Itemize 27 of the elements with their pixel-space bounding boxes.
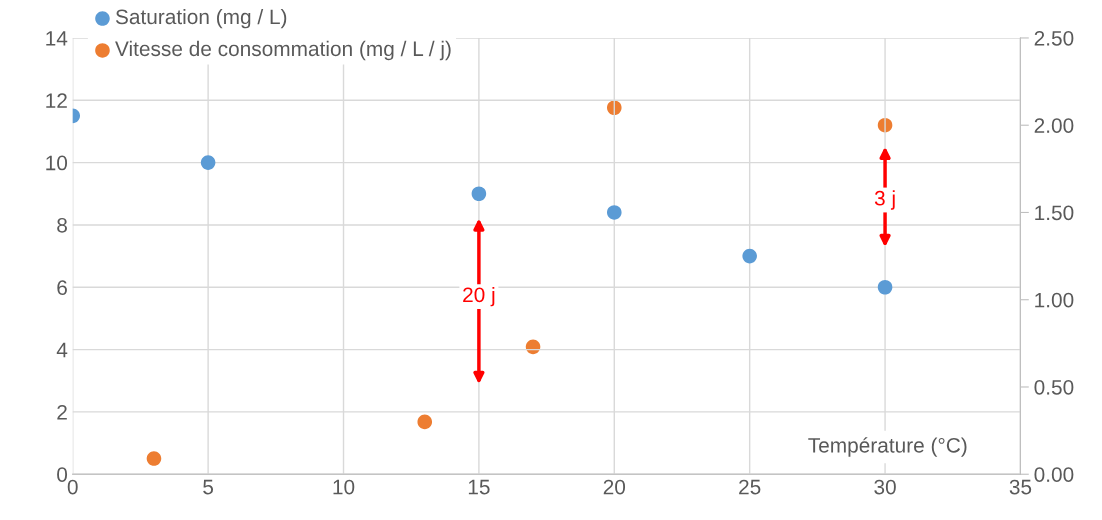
x-tick-label: 25 bbox=[739, 479, 761, 495]
x-tick-label: 20 bbox=[603, 479, 626, 495]
y-tick-label: 12 bbox=[46, 93, 67, 108]
y-tick-label: 10 bbox=[46, 155, 68, 171]
annotation: 20 j bbox=[463, 286, 495, 307]
y2-tick-label: 2.00 bbox=[1034, 118, 1074, 133]
y-tick-label: 8 bbox=[57, 217, 67, 233]
y-tick-label: 4 bbox=[56, 342, 68, 358]
y2-tick-label: 2.50 bbox=[1034, 30, 1074, 46]
legend-label: Saturation (mg / L) bbox=[115, 8, 287, 29]
y-tick-label: 2 bbox=[57, 404, 67, 420]
x-axis-title: Température (°C) bbox=[808, 437, 967, 457]
y2-tick-label: 1.50 bbox=[1035, 205, 1074, 221]
y-tick-label: 14 bbox=[46, 31, 68, 46]
annotation: 3 j bbox=[874, 190, 895, 210]
x-tick-label: 10 bbox=[333, 479, 355, 495]
x-tick-label: 15 bbox=[468, 479, 490, 495]
y-tick-label: 0 bbox=[57, 467, 68, 482]
x-tick-label: 30 bbox=[874, 479, 896, 495]
x-tick-label: 0 bbox=[67, 479, 78, 495]
y2-tick-label: 0.00 bbox=[1034, 467, 1074, 482]
x-tick-label: 5 bbox=[203, 479, 214, 495]
legend-label: Vitesse de consommation (mg / L / j) bbox=[115, 40, 451, 61]
x-tick-label: 35 bbox=[1009, 479, 1032, 495]
y2-tick-label: 0.50 bbox=[1034, 379, 1074, 395]
y-tick-label: 6 bbox=[57, 280, 67, 296]
y2-tick-label: 1.00 bbox=[1035, 292, 1074, 308]
